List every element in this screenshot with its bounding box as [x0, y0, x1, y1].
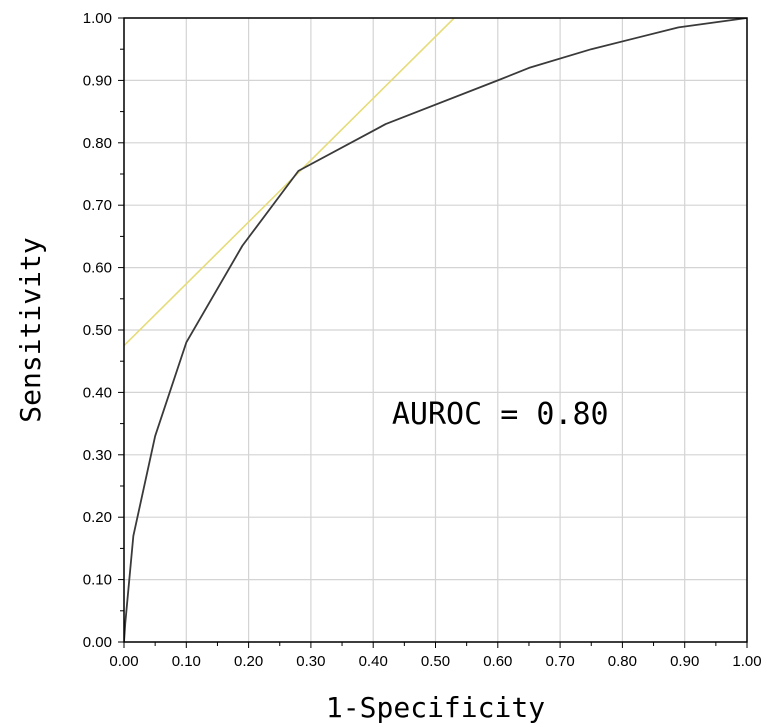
x-tick-label: 0.80	[608, 653, 637, 670]
x-tick-label: 0.10	[172, 653, 201, 670]
series-group	[124, 18, 747, 642]
plot-frame	[123, 17, 748, 643]
x-tick-label: 1.00	[732, 653, 761, 670]
x-tick-label: 0.60	[483, 653, 512, 670]
y-tick-label: 0.10	[83, 572, 112, 589]
tangent-line	[124, 18, 455, 347]
y-tick-label: 0.70	[83, 197, 112, 214]
grid	[123, 17, 748, 643]
y-tick-label: 0.40	[83, 384, 112, 401]
y-tick-label: 0.00	[83, 634, 112, 651]
y-tick-label: 0.60	[83, 260, 112, 277]
y-tick-label: 1.00	[83, 10, 112, 27]
y-tick-label: 0.90	[83, 72, 112, 89]
x-tick-label: 0.40	[359, 653, 388, 670]
x-tick-label: 0.50	[421, 653, 450, 670]
minor-ticks	[118, 17, 748, 648]
x-tick-label: 0.90	[670, 653, 699, 670]
roc-curve-line	[124, 18, 747, 642]
y-tick-labels: 0.00 0.10 0.20 0.30 0.40 0.50 0.60 0.70 0.80 0.90…	[83, 10, 112, 651]
y-axis-label: Sensitivity	[14, 237, 47, 422]
y-tick-label: 0.50	[83, 322, 112, 339]
auroc-annotation: AUROC = 0.80	[392, 397, 609, 432]
x-tick-label: 0.20	[234, 653, 263, 670]
x-tick-label: 0.30	[296, 653, 325, 670]
y-tick-label: 0.20	[83, 509, 112, 526]
x-axis-label: 1-Specificity	[326, 691, 545, 724]
x-tick-label: 0.00	[109, 653, 138, 670]
y-tick-label: 0.30	[83, 447, 112, 464]
x-tick-labels: 0.00 0.10 0.20 0.30 0.40 0.50 0.60 0.70 0.80 0.90…	[109, 653, 761, 670]
y-tick-label: 0.80	[83, 135, 112, 152]
x-tick-label: 0.70	[545, 653, 574, 670]
